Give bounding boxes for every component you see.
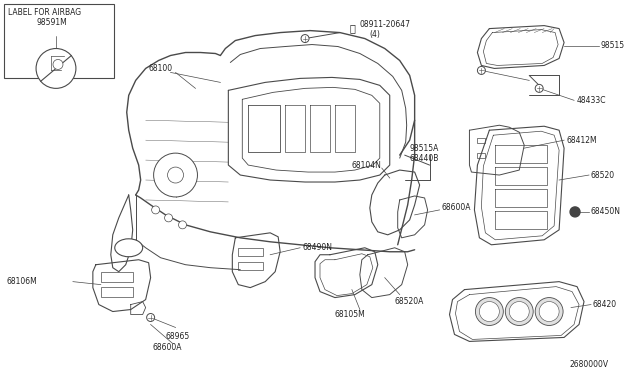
Circle shape xyxy=(477,67,485,74)
Circle shape xyxy=(179,221,186,229)
Text: 68104N: 68104N xyxy=(352,161,381,170)
Text: (4): (4) xyxy=(370,30,381,39)
Text: 68440B: 68440B xyxy=(410,154,439,163)
Circle shape xyxy=(53,60,63,70)
Bar xyxy=(101,272,132,282)
Text: Ⓝ: Ⓝ xyxy=(350,23,356,33)
Circle shape xyxy=(570,207,580,217)
Circle shape xyxy=(168,167,184,183)
Text: 68450N: 68450N xyxy=(591,208,621,217)
Text: 68105M: 68105M xyxy=(335,310,365,319)
Text: 98515: 98515 xyxy=(601,41,625,50)
Text: 68520: 68520 xyxy=(591,170,615,180)
Text: 68100: 68100 xyxy=(148,64,173,73)
Bar xyxy=(4,4,114,78)
Bar xyxy=(477,153,485,158)
Circle shape xyxy=(301,35,309,42)
Circle shape xyxy=(147,314,155,321)
Bar xyxy=(238,248,263,256)
Ellipse shape xyxy=(115,239,143,257)
Text: 08911-20647: 08911-20647 xyxy=(360,20,411,29)
Circle shape xyxy=(509,302,529,321)
Text: 68600A: 68600A xyxy=(442,203,471,212)
Circle shape xyxy=(539,302,559,321)
Text: 68490N: 68490N xyxy=(302,243,332,252)
Circle shape xyxy=(535,298,563,326)
Text: 68420: 68420 xyxy=(593,300,617,309)
Circle shape xyxy=(476,298,503,326)
Text: LABEL FOR AIRBAG: LABEL FOR AIRBAG xyxy=(8,8,81,17)
Circle shape xyxy=(36,48,76,89)
Text: 68520A: 68520A xyxy=(395,297,424,306)
Text: 68965: 68965 xyxy=(166,332,190,341)
Circle shape xyxy=(479,302,499,321)
Circle shape xyxy=(535,84,543,92)
Circle shape xyxy=(506,298,533,326)
Bar xyxy=(101,286,132,296)
Bar xyxy=(238,262,263,270)
Text: 68106M: 68106M xyxy=(6,277,37,286)
Circle shape xyxy=(164,214,173,222)
Text: 48433C: 48433C xyxy=(577,96,607,105)
Circle shape xyxy=(152,206,159,214)
Text: 68600A: 68600A xyxy=(152,343,182,352)
Text: 98515A: 98515A xyxy=(410,144,439,153)
Bar xyxy=(477,138,485,143)
Circle shape xyxy=(154,153,198,197)
Text: 98591M: 98591M xyxy=(36,18,67,27)
Text: 68412M: 68412M xyxy=(566,136,596,145)
Text: 2680000V: 2680000V xyxy=(569,360,608,369)
